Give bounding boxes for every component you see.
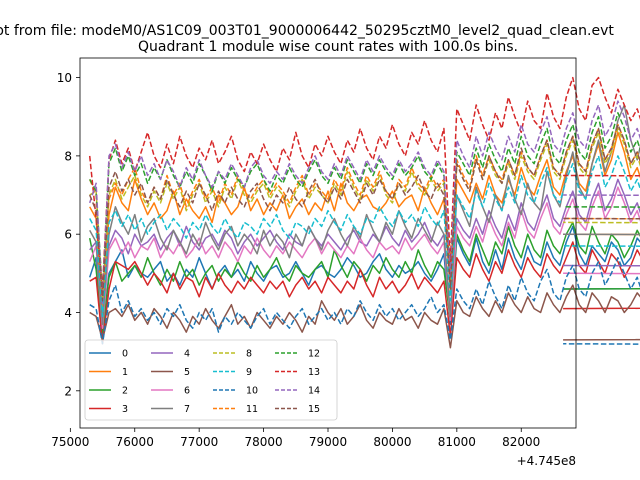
y-tick-label: 6	[64, 228, 72, 242]
series-line-2	[88, 221, 640, 333]
x-offset-label: +4.745e8	[517, 454, 576, 468]
x-tick-label: 77000	[180, 435, 218, 449]
legend-label-1: 1	[122, 367, 128, 378]
legend-label-10: 10	[246, 386, 258, 397]
y-tick-label: 10	[57, 71, 72, 85]
series-line-6	[89, 186, 640, 329]
x-tick-label: 75000	[51, 435, 89, 449]
legend-label-14: 14	[308, 386, 320, 397]
series-line-5	[89, 284, 640, 349]
legend-label-6: 6	[184, 386, 190, 397]
series-line-8	[89, 127, 640, 302]
legend-label-4: 4	[184, 349, 190, 360]
series-line-15	[89, 123, 640, 302]
series-line-1	[89, 131, 640, 314]
series-line-4	[89, 178, 640, 329]
series-layer	[88, 76, 640, 349]
series-line-7	[89, 104, 640, 325]
chart-title: Quadrant 1 module wise count rates with …	[138, 39, 518, 55]
series-line-9	[89, 155, 640, 318]
x-tick-label: 76000	[116, 435, 154, 449]
legend-label-11: 11	[246, 404, 258, 415]
legend-label-0: 0	[122, 349, 128, 360]
x-tick-label: 81000	[438, 435, 476, 449]
legend-box	[84, 339, 338, 421]
y-tick-label: 2	[64, 384, 72, 398]
x-tick-label: 82000	[502, 435, 540, 449]
y-tick-label: 8	[64, 149, 72, 163]
legend-label-3: 3	[122, 404, 128, 415]
x-tick-label: 80000	[373, 435, 411, 449]
series-line-0	[88, 225, 640, 337]
x-tick-label: 79000	[309, 435, 347, 449]
axis-layer: 75000 76000 77000 78000 79000 80000 81000 82000…	[51, 71, 540, 449]
legend-label-7: 7	[184, 404, 190, 415]
legend-label-12: 12	[308, 349, 320, 360]
series-line-3	[89, 241, 640, 345]
legend-label-5: 5	[184, 367, 190, 378]
legend-label-13: 13	[308, 367, 320, 378]
x-tick-label: 78000	[244, 435, 282, 449]
series-line-12	[89, 112, 640, 294]
chart-suptitle: Plot from file: modeM0/AS1C09_003T01_900…	[0, 23, 614, 39]
legend-label-15: 15	[308, 404, 320, 415]
legend-label-2: 2	[122, 386, 128, 397]
y-tick-label: 4	[64, 306, 72, 320]
legend-label-8: 8	[246, 349, 252, 360]
legend-label-9: 9	[246, 367, 252, 378]
